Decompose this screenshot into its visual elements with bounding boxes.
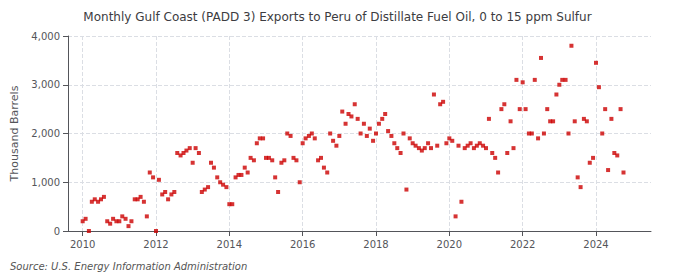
svg-text:3,000: 3,000	[31, 79, 60, 90]
svg-text:0: 0	[54, 226, 60, 237]
svg-text:2012: 2012	[143, 239, 168, 250]
svg-text:Monthly Gulf Coast (PADD 3) Ex: Monthly Gulf Coast (PADD 3) Exports to P…	[83, 10, 591, 24]
svg-text:2,000: 2,000	[31, 128, 60, 139]
svg-text:2014: 2014	[217, 239, 242, 250]
svg-text:1,000: 1,000	[31, 177, 60, 188]
svg-text:2024: 2024	[583, 239, 608, 250]
svg-text:2020: 2020	[437, 239, 462, 250]
svg-text:2016: 2016	[290, 239, 315, 250]
svg-text:Source: U.S. Energy Informatio: Source: U.S. Energy Information Administ…	[10, 261, 247, 272]
svg-text:2010: 2010	[70, 239, 95, 250]
svg-text:Thousand Barrels: Thousand Barrels	[8, 85, 21, 182]
svg-text:4,000: 4,000	[31, 31, 60, 42]
svg-text:2022: 2022	[510, 239, 535, 250]
svg-text:2018: 2018	[363, 239, 388, 250]
